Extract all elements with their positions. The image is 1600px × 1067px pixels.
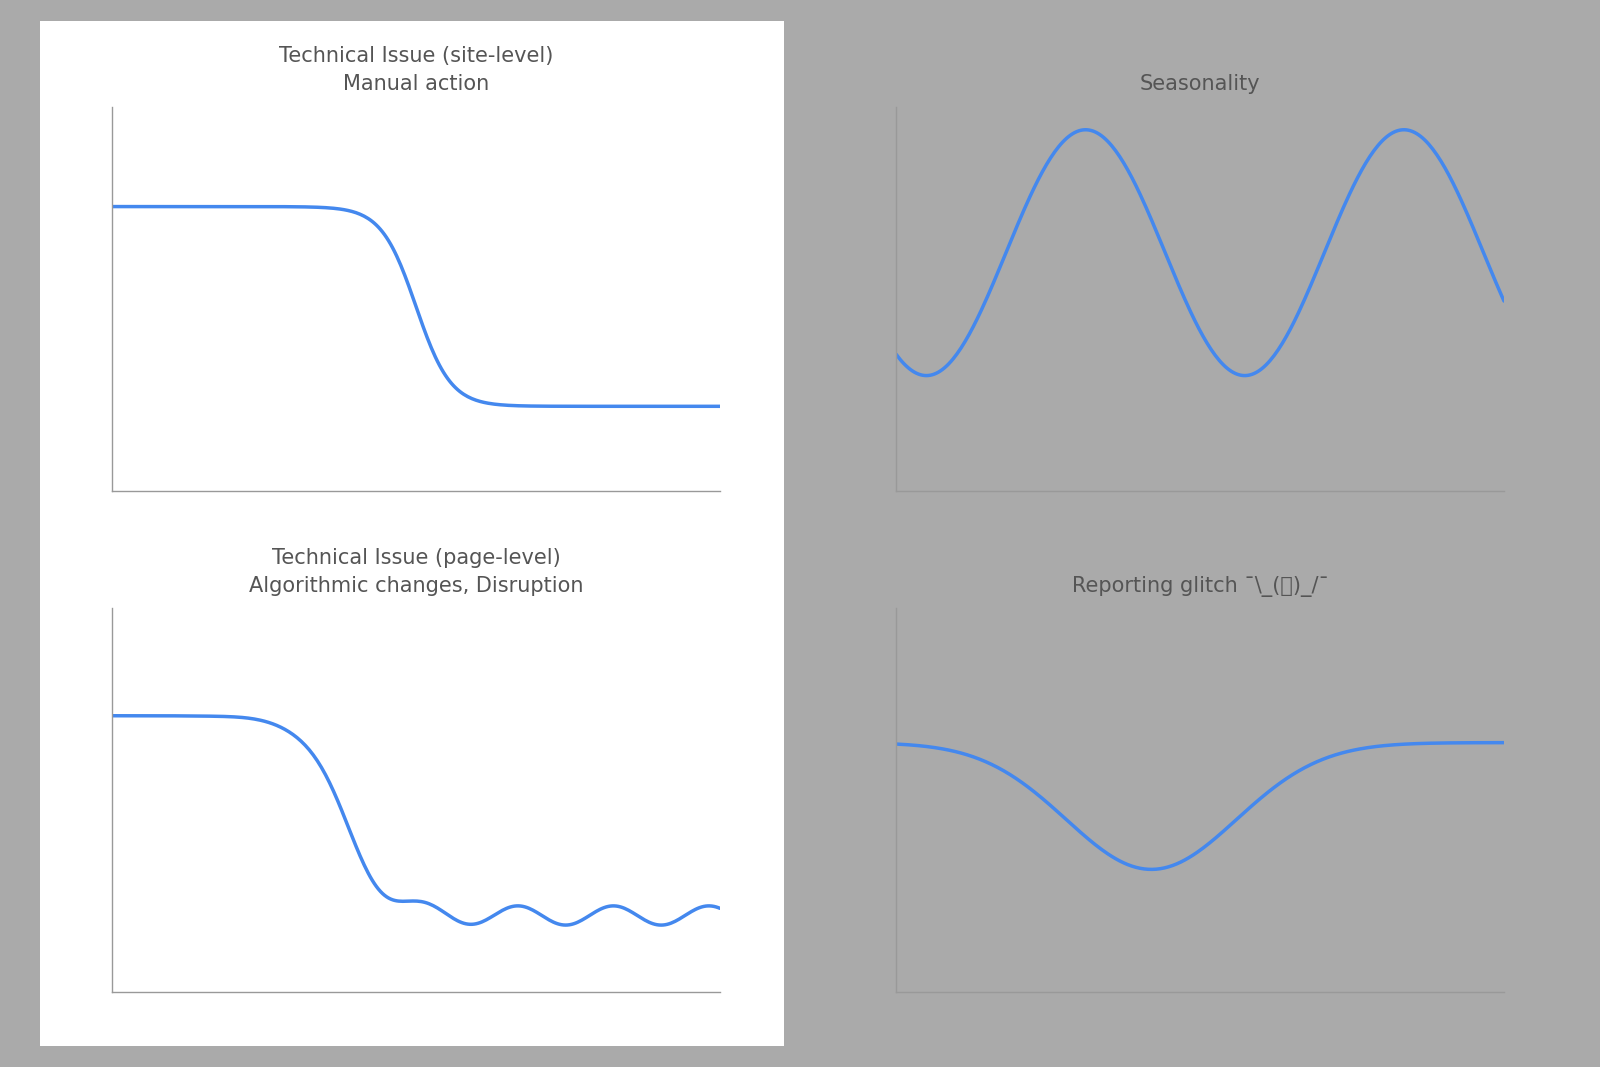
Title: Reporting glitch ¯\_(ツ)_/¯: Reporting glitch ¯\_(ツ)_/¯: [1072, 575, 1328, 596]
Title: Technical Issue (site-level)
Manual action: Technical Issue (site-level) Manual acti…: [278, 46, 554, 94]
Title: Seasonality: Seasonality: [1139, 74, 1261, 94]
Title: Technical Issue (page-level)
Algorithmic changes, Disruption: Technical Issue (page-level) Algorithmic…: [248, 547, 584, 595]
